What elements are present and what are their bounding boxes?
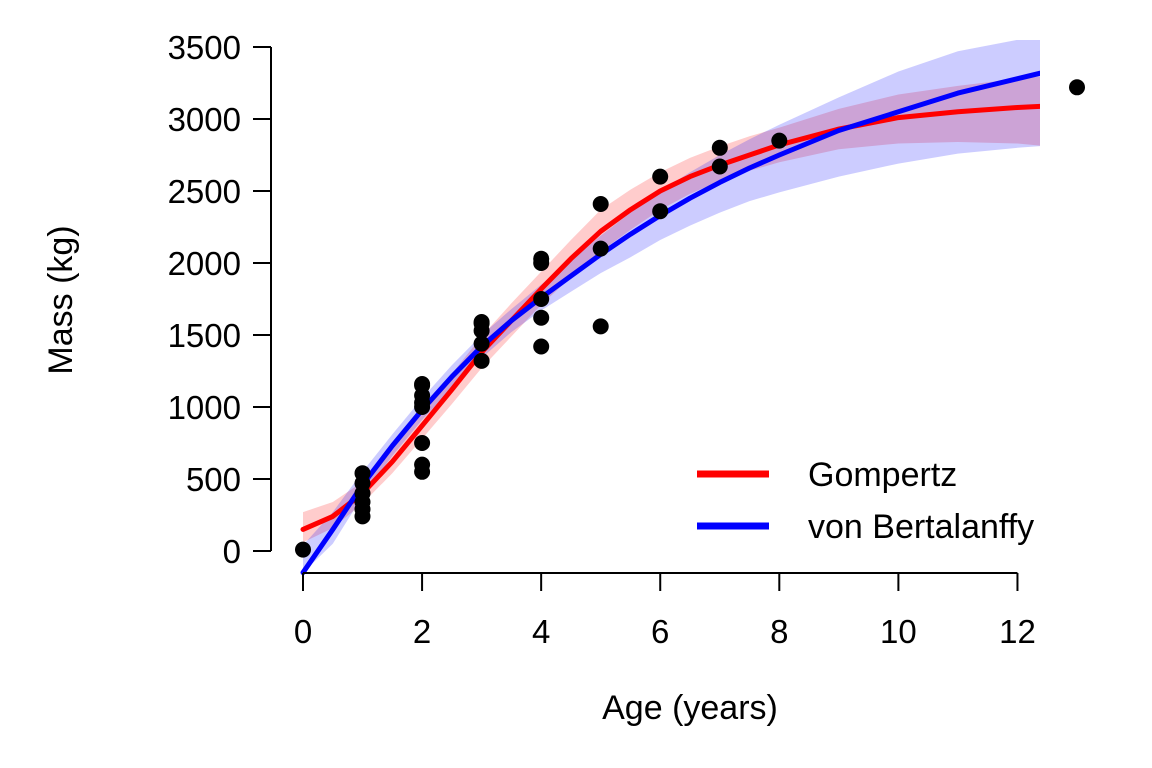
fit-curve-1 [300, 70, 1040, 575]
y-tick-label: 2500 [168, 173, 241, 210]
y-tick-label: 3500 [168, 29, 241, 66]
data-point [414, 376, 431, 392]
x-tick-label: 12 [999, 613, 1036, 650]
y-tick-label: 3000 [168, 101, 241, 138]
x-tick-label: 4 [532, 613, 550, 650]
y-tick-label: 500 [186, 461, 241, 498]
data-point [592, 196, 609, 212]
x-tick-label: 6 [651, 613, 669, 650]
legend-label-0: Gompertz [808, 456, 957, 494]
data-point [711, 158, 728, 175]
data-point [533, 338, 550, 355]
fitted-curves [300, 70, 1040, 575]
legend-label-1: von Bertalanffy [808, 508, 1034, 546]
data-point [473, 335, 490, 352]
data-point [1069, 79, 1085, 96]
data-point [414, 456, 431, 473]
data-point [295, 541, 311, 558]
confidence-band-0 [303, 76, 1040, 543]
x-tick-label: 0 [294, 613, 312, 650]
data-point [771, 132, 788, 149]
y-axis-title: Mass (kg) [42, 225, 80, 374]
y-tick-label: 1000 [168, 389, 241, 426]
y-axis: 0 500 1000 1500 2000 2500 3000 3500 [168, 29, 272, 570]
x-axis-title: Age (years) [602, 689, 778, 727]
x-tick-label: 2 [413, 613, 431, 650]
data-point [592, 240, 609, 257]
x-axis: 0 2 4 6 8 10 12 [294, 572, 1036, 650]
data-point [592, 318, 609, 335]
y-tick-label: 0 [223, 533, 241, 570]
observed-points [295, 79, 1085, 558]
legend: Gompertz von Bertalanffy [697, 456, 1034, 546]
data-point [533, 291, 550, 307]
x-tick-label: 8 [770, 613, 788, 650]
confidence-band-1 [303, 40, 1040, 573]
confidence-bands [303, 40, 1040, 573]
data-point [414, 435, 431, 451]
y-tick-label: 1500 [168, 317, 241, 354]
data-point [652, 168, 669, 185]
y-tick-label: 2000 [168, 245, 241, 282]
data-point [473, 352, 490, 369]
data-point [473, 314, 490, 330]
data-point [354, 465, 371, 482]
data-point [533, 309, 550, 326]
data-point [533, 250, 550, 267]
data-point [652, 203, 669, 220]
x-tick-label: 10 [880, 613, 917, 650]
data-point [711, 139, 728, 156]
